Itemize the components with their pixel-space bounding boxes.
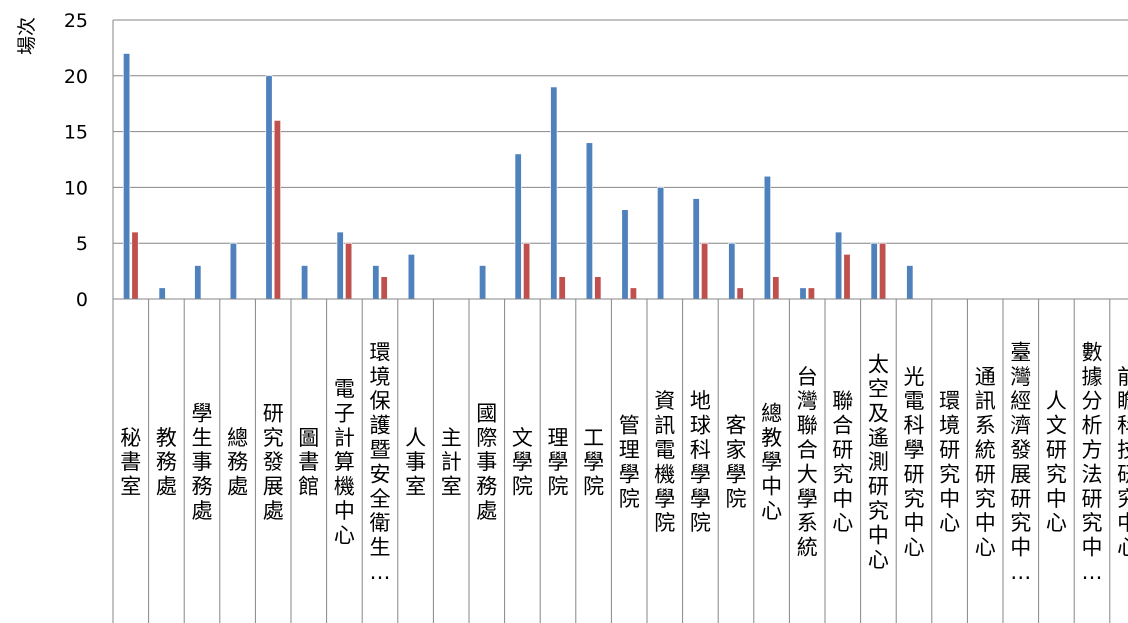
bar-環境保護暨安全衛生-s2 (380, 276, 388, 300)
category-label-主計室: 主計室 (441, 426, 462, 499)
bar-人事室-s1 (407, 254, 415, 300)
category-label-資訊電機學院: 資訊電機學院 (654, 389, 675, 535)
bar-秘書室-s1 (123, 53, 131, 300)
category-label-人事室: 人事室 (405, 426, 426, 499)
bar-教務處-s1 (158, 287, 166, 300)
bar-資訊電機學院-s1 (657, 187, 665, 300)
category-label-總教學中心: 總教學中心 (761, 401, 782, 523)
bar-太空及遙測研究中心-s2 (879, 242, 887, 300)
bar-地球科學學院-s2 (701, 242, 709, 300)
category-label-人文研究中心: 人文研究中心 (1046, 389, 1067, 535)
category-label-數據分析方法研究中: 數據分析方法研究中… (1082, 340, 1103, 584)
bar-聯合研究中心-s2 (843, 254, 851, 300)
category-label-工學院: 工學院 (583, 426, 604, 499)
bar-光電科學研究中心-s1 (906, 265, 914, 300)
y-tick-label-15: 15 (64, 122, 88, 144)
bar-秘書室-s2 (131, 231, 139, 300)
category-label-管理學院: 管理學院 (619, 414, 640, 511)
category-label-理學院: 理學院 (548, 426, 569, 499)
bar-學生事務處-s1 (194, 265, 202, 300)
bar-地球科學學院-s1 (692, 198, 700, 300)
category-label-環境研究中心: 環境研究中心 (939, 389, 960, 535)
bar-理學院-s2 (558, 276, 566, 300)
y-tick-label-5: 5 (76, 233, 88, 255)
bar-總務處-s1 (229, 242, 237, 300)
category-label-環境保護暨安全衛生: 環境保護暨安全衛生… (370, 340, 391, 584)
category-label-臺灣經濟發展研究中: 臺灣經濟發展研究中… (1010, 340, 1031, 584)
category-label-地球科學學院: 地球科學學院 (690, 389, 711, 535)
y-tick-label-20: 20 (64, 66, 88, 88)
category-label-前瞻科技研究中心: 前瞻科技研究中心 (1117, 365, 1128, 560)
bar-國際事務處-s1 (479, 265, 487, 300)
bar-太空及遙測研究中心-s1 (870, 242, 878, 300)
category-label-圖書館: 圖書館 (298, 426, 319, 499)
bar-研究發展處-s2 (273, 120, 281, 300)
category-label-學生事務處: 學生事務處 (192, 401, 213, 523)
gridlines (113, 19, 1128, 244)
category-label-秘書室: 秘書室 (120, 426, 141, 499)
y-axis-title: 場次 (16, 17, 38, 55)
category-label-文學院: 文學院 (512, 426, 533, 499)
bar-管理學院-s1 (621, 209, 629, 300)
bar-台灣聯合大學系統-s2 (807, 287, 815, 300)
bar-台灣聯合大學系統-s1 (799, 287, 807, 300)
bar-客家學院-s1 (728, 242, 736, 300)
category-label-國際事務處: 國際事務處 (476, 401, 497, 523)
bar-工學院-s2 (594, 276, 602, 300)
y-tick-label-10: 10 (64, 177, 88, 199)
category-label-研究發展處: 研究發展處 (263, 401, 284, 523)
bar-環境保護暨安全衛生-s1 (372, 265, 380, 300)
bars (123, 53, 914, 300)
category-label-教務處: 教務處 (156, 426, 177, 499)
bar-電子計算機中心-s1 (336, 231, 344, 300)
bar-管理學院-s2 (629, 287, 637, 300)
bar-工學院-s1 (585, 142, 593, 300)
category-label-光電科學研究中心: 光電科學研究中心 (904, 365, 925, 560)
bar-總教學中心-s2 (772, 276, 780, 300)
bar-研究發展處-s1 (265, 75, 273, 300)
category-label-台灣聯合大學系統: 台灣聯合大學系統 (797, 365, 818, 560)
bar-理學院-s1 (550, 86, 558, 300)
category-label-通訊系統研究中心: 通訊系統研究中心 (975, 365, 996, 560)
y-tick-label-25: 25 (64, 10, 88, 32)
bar-總教學中心-s1 (763, 175, 771, 300)
y-axis-ticks: 0 5 10 15 20 25 (64, 10, 88, 311)
bar-文學院-s2 (523, 242, 531, 300)
bar-圖書館-s1 (301, 265, 309, 300)
category-label-客家學院: 客家學院 (726, 414, 747, 511)
bar-文學院-s1 (514, 153, 522, 300)
bar-聯合研究中心-s1 (835, 231, 843, 300)
category-label-總務處: 總務處 (227, 426, 248, 499)
bar-客家學院-s2 (736, 287, 744, 300)
category-label-太空及遙測研究中心: 太空及遙測研究中心 (868, 353, 889, 572)
bar-電子計算機中心-s2 (345, 242, 353, 300)
y-tick-label-0: 0 (76, 289, 88, 311)
category-label-電子計算機中心: 電子計算機中心 (334, 377, 355, 547)
category-label-聯合研究中心: 聯合研究中心 (832, 389, 853, 535)
